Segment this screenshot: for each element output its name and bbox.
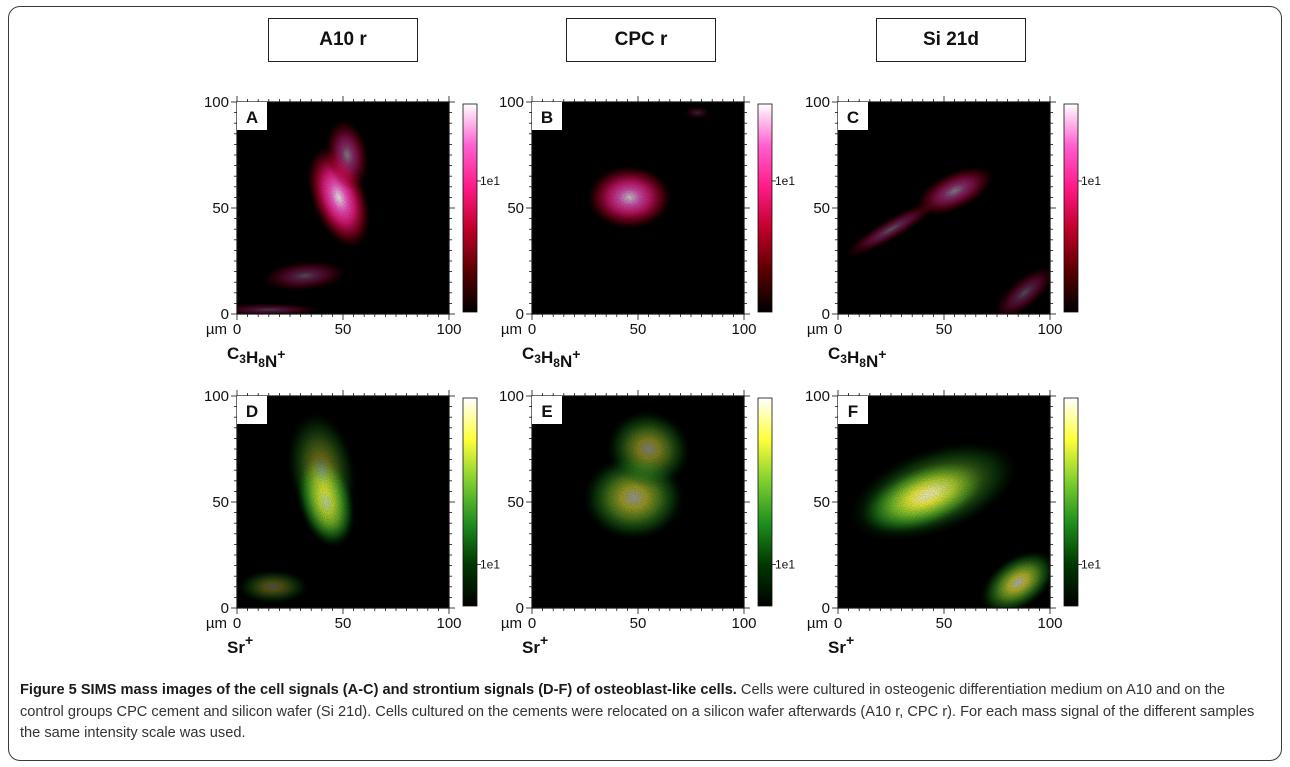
colorbar-label: 1e1 bbox=[1081, 557, 1101, 571]
axis-unit-label: µm bbox=[206, 321, 227, 338]
y-tick-label: 50 bbox=[212, 200, 229, 217]
axis-unit-label: µm bbox=[501, 615, 522, 632]
x-tick-label: 50 bbox=[335, 321, 352, 338]
species-label: C3H8N+ bbox=[828, 344, 886, 371]
y-tick-label: 50 bbox=[507, 200, 524, 217]
panel-letter: A bbox=[246, 108, 258, 127]
panel-letter: F bbox=[848, 402, 858, 421]
y-tick-label: 50 bbox=[813, 494, 830, 511]
y-tick-label: 50 bbox=[507, 494, 524, 511]
x-tick-label: 100 bbox=[436, 615, 461, 632]
y-tick-label: 0 bbox=[221, 600, 229, 617]
species-label: C3H8N+ bbox=[227, 344, 285, 371]
intensity-map bbox=[532, 102, 744, 314]
column-header-a10r: A10 r bbox=[268, 18, 418, 62]
colorbar bbox=[757, 397, 773, 607]
colorbar-label: 1e1 bbox=[480, 174, 500, 188]
colorbar bbox=[757, 103, 773, 313]
panel-letter: B bbox=[541, 108, 553, 127]
x-tick-label: 0 bbox=[834, 615, 842, 632]
axis-unit-label: µm bbox=[807, 321, 828, 338]
species-label: Sr+ bbox=[828, 632, 854, 657]
sims-panel-c: 00 50 50 100 100 µm C C3H8N+ 1e1 bbox=[805, 94, 1101, 371]
x-tick-label: 50 bbox=[335, 615, 352, 632]
y-tick-label: 50 bbox=[212, 494, 229, 511]
colorbar-label: 1e1 bbox=[1081, 174, 1101, 188]
y-tick-label: 0 bbox=[822, 600, 830, 617]
axis-unit-label: µm bbox=[206, 615, 227, 632]
x-tick-label: 50 bbox=[936, 615, 953, 632]
x-tick-label: 50 bbox=[936, 321, 953, 338]
y-tick-label: 100 bbox=[204, 388, 229, 405]
sims-panel-b: 00 50 50 100 100 µm B C3H8N+ 1e1 bbox=[499, 94, 795, 371]
x-tick-label: 100 bbox=[731, 321, 756, 338]
axis-unit-label: µm bbox=[501, 321, 522, 338]
caption-title: Figure 5 SIMS mass images of the cell si… bbox=[20, 682, 737, 698]
panel-letter: D bbox=[246, 402, 258, 421]
y-tick-label: 100 bbox=[499, 388, 524, 405]
y-tick-label: 100 bbox=[499, 94, 524, 111]
intensity-map bbox=[237, 396, 449, 608]
x-tick-label: 50 bbox=[630, 321, 647, 338]
y-tick-label: 100 bbox=[805, 94, 830, 111]
y-tick-label: 100 bbox=[805, 388, 830, 405]
sims-panel-e: 00 50 50 100 100 µm E Sr+ 1e1 bbox=[499, 388, 795, 657]
column-header-si21d: Si 21d bbox=[876, 18, 1026, 62]
colorbar bbox=[462, 103, 478, 313]
x-tick-label: 100 bbox=[731, 615, 756, 632]
intensity-map bbox=[532, 396, 744, 608]
intensity-map bbox=[237, 102, 449, 314]
species-label: Sr+ bbox=[522, 632, 548, 657]
y-tick-label: 0 bbox=[516, 600, 524, 617]
x-tick-label: 100 bbox=[1037, 615, 1062, 632]
y-tick-label: 100 bbox=[204, 94, 229, 111]
sims-panel-d: 00 50 50 100 100 µm D Sr+ 1e1 bbox=[204, 388, 500, 657]
x-tick-label: 100 bbox=[1037, 321, 1062, 338]
x-tick-label: 0 bbox=[528, 615, 536, 632]
x-tick-label: 0 bbox=[233, 615, 241, 632]
intensity-map bbox=[838, 102, 1050, 314]
x-tick-label: 100 bbox=[436, 321, 461, 338]
species-label: Sr+ bbox=[227, 632, 253, 657]
y-tick-label: 0 bbox=[221, 306, 229, 323]
y-tick-label: 0 bbox=[822, 306, 830, 323]
colorbar-label: 1e1 bbox=[775, 174, 795, 188]
colorbar bbox=[1063, 397, 1079, 607]
colorbar bbox=[1063, 103, 1079, 313]
panel-letter: E bbox=[541, 402, 552, 421]
y-tick-label: 0 bbox=[516, 306, 524, 323]
y-tick-label: 50 bbox=[813, 200, 830, 217]
figure-caption: Figure 5 SIMS mass images of the cell si… bbox=[20, 680, 1270, 745]
x-tick-label: 0 bbox=[233, 321, 241, 338]
panel-letter: C bbox=[847, 108, 859, 127]
axis-unit-label: µm bbox=[807, 615, 828, 632]
x-tick-label: 0 bbox=[834, 321, 842, 338]
species-label: C3H8N+ bbox=[522, 344, 580, 371]
sims-panel-f: 00 50 50 100 100 µm F Sr+ 1e1 bbox=[805, 388, 1101, 657]
colorbar bbox=[462, 397, 478, 607]
sims-panel-a: 00 50 50 100 100 µm A C3H8N+ 1e1 bbox=[204, 94, 500, 371]
column-header-cpcr: CPC r bbox=[566, 18, 716, 62]
colorbar-label: 1e1 bbox=[480, 557, 500, 571]
colorbar-label: 1e1 bbox=[775, 557, 795, 571]
intensity-map bbox=[838, 396, 1050, 608]
x-tick-label: 0 bbox=[528, 321, 536, 338]
caption-body: Cells were cultured in osteogenic differ… bbox=[20, 682, 1255, 741]
x-tick-label: 50 bbox=[630, 615, 647, 632]
